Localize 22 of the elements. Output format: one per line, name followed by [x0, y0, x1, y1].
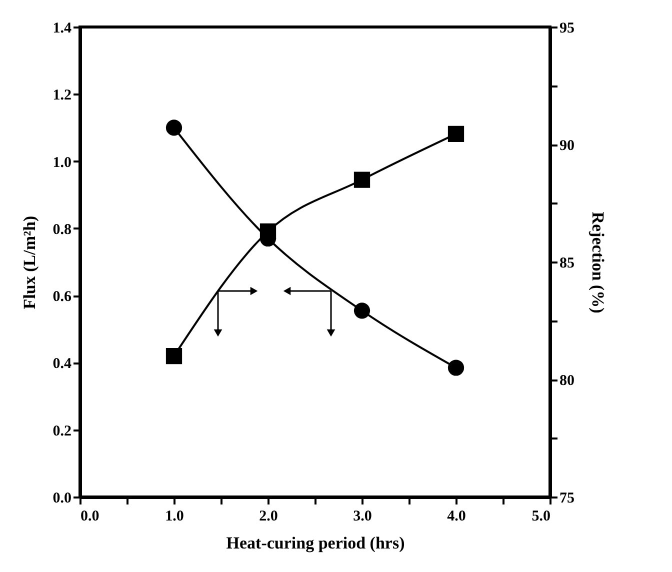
- y-tick-label: 1.0: [52, 154, 72, 171]
- x-tick-label: 2.0: [259, 508, 278, 524]
- y2-tick-label: 80: [560, 373, 574, 389]
- y-tick-label: 0.8: [52, 222, 72, 238]
- y2-axis-title: Rejection (%): [588, 212, 608, 314]
- x-tick-label: 1.0: [165, 508, 184, 524]
- y-tick-label: 0.6: [52, 289, 72, 306]
- x-tick-label: 3.0: [353, 508, 372, 524]
- y-tick-label: 0.0: [52, 490, 72, 506]
- y-tick-label: 1.2: [52, 88, 72, 104]
- y-tick-label: 0.4: [52, 356, 72, 372]
- y-tick-label: 1.4: [52, 20, 72, 36]
- y2-tick-label: 90: [560, 138, 574, 154]
- y2-tick-label: 75: [560, 490, 574, 506]
- y-axis-title: Flux (L/m²h): [20, 216, 39, 310]
- y2-tick-label: 95: [560, 20, 574, 36]
- x-tick-label: 0.0: [80, 508, 100, 524]
- x-tick-label: 4.0: [447, 508, 466, 524]
- x-axis-title: Heat-curing period (hrs): [226, 534, 405, 552]
- y2-tick-label: 85: [560, 256, 574, 272]
- y-tick-label: 0.2: [52, 423, 72, 440]
- x-tick-label: 5.0: [532, 508, 550, 524]
